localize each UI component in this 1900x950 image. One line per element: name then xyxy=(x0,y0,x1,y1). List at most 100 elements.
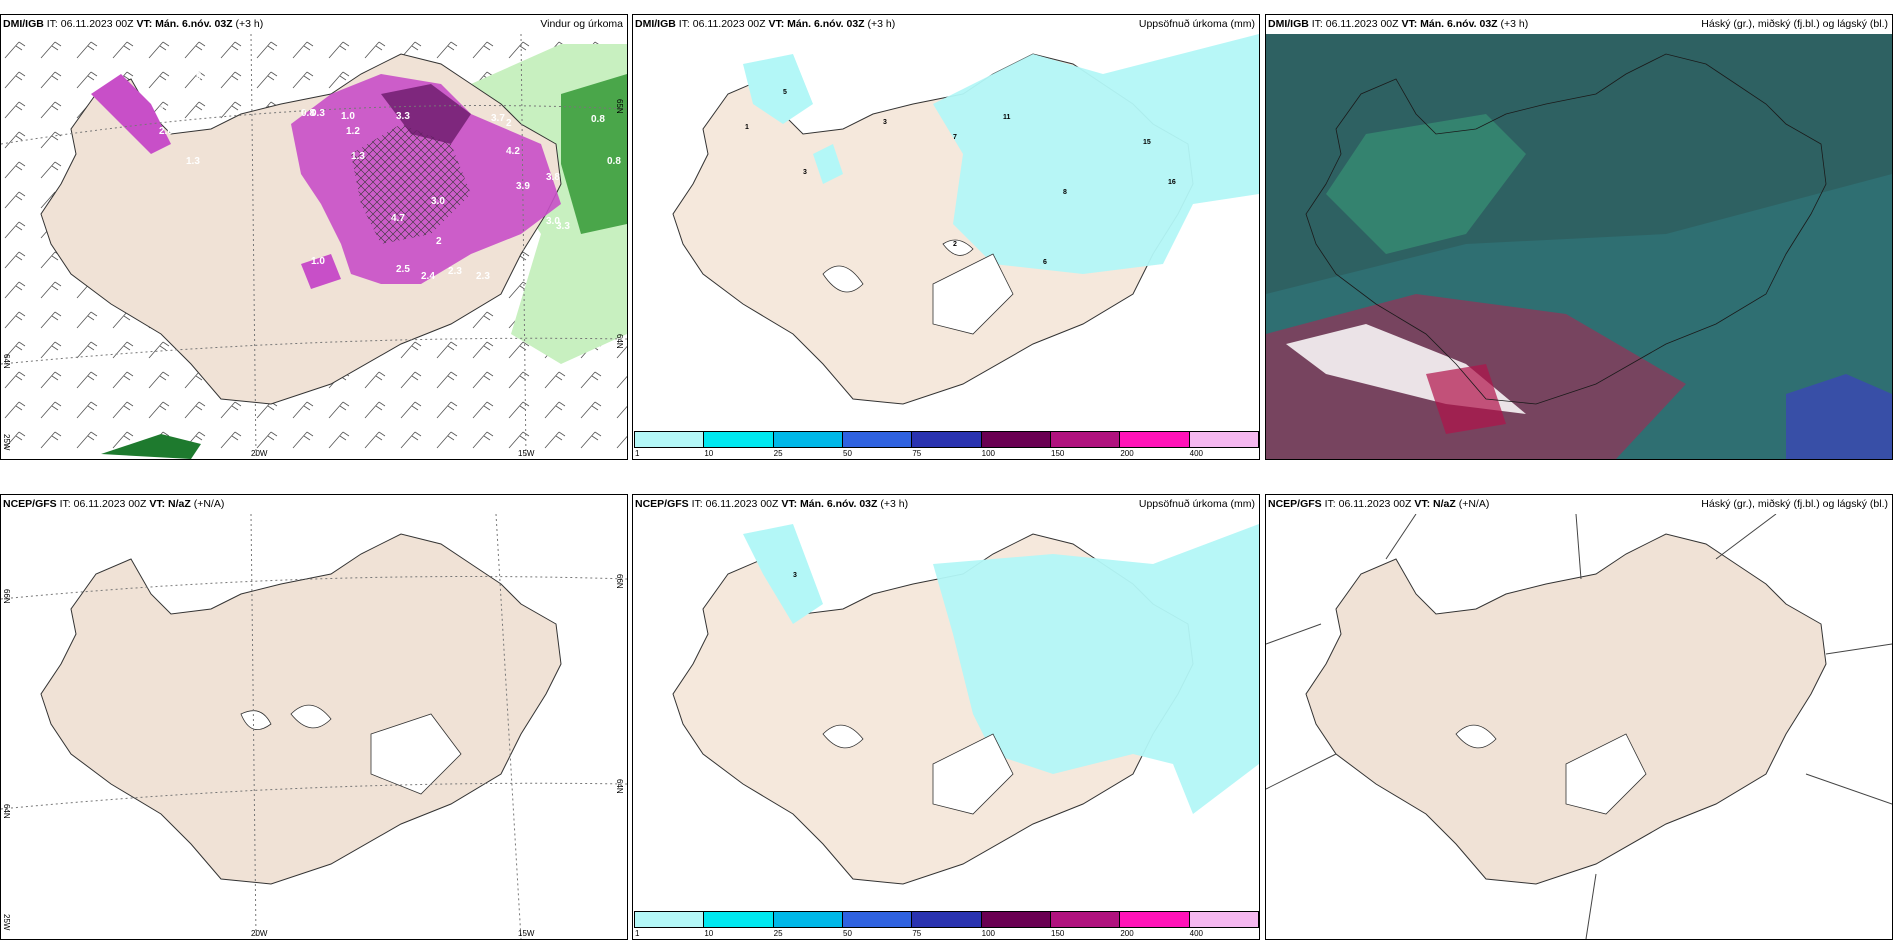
map-area: 3 xyxy=(633,514,1259,939)
lat-label-64: 64N xyxy=(2,804,11,819)
boundary-line xyxy=(1715,514,1777,560)
map-svg xyxy=(1266,514,1892,939)
colorbar-label: 25 xyxy=(773,929,783,938)
heavy-precip-area xyxy=(561,74,627,234)
lead-time: (+3 h) xyxy=(880,498,909,510)
boundary-line xyxy=(1385,514,1417,560)
it-label: IT: xyxy=(691,498,703,510)
lat-label-65-right: 65N xyxy=(615,99,624,114)
colorbar-swatch xyxy=(842,431,913,448)
boundary-line xyxy=(1585,873,1597,939)
valid-time: N/aZ xyxy=(168,498,191,510)
vt-label: VT: xyxy=(768,18,785,30)
panel-header: NCEP/GFS IT: 06.11.2023 00Z VT: N/aZ (+N… xyxy=(1,495,627,514)
colorbar-swatch xyxy=(703,431,774,448)
dark-precip-core xyxy=(381,84,471,144)
accum-value: 3 xyxy=(803,169,807,176)
glacier xyxy=(1455,724,1497,749)
langjokull xyxy=(942,239,974,256)
precip-value: 1.3 xyxy=(351,151,365,162)
colorbar-swatch xyxy=(634,431,705,448)
panel-title: Háský (gr.), miðský (fj.bl.) og lágský (… xyxy=(1701,498,1888,510)
lat-label-66: 66N xyxy=(2,589,11,604)
init-time: 06.11.2023 00Z xyxy=(1338,498,1412,510)
precip-value: 4.7 xyxy=(391,213,405,224)
precip-value: 3.3 xyxy=(396,111,410,122)
precip-value: 2.5 xyxy=(396,264,410,275)
lon-label-15w: 15W xyxy=(518,449,535,458)
accum-value: 16 xyxy=(1168,179,1176,186)
accum-precip-area xyxy=(933,524,1259,814)
valid-time: Mán. 6.nóv. 03Z xyxy=(155,18,233,30)
init-time: 06.11.2023 00Z xyxy=(60,18,134,30)
init-time: 06.11.2023 00Z xyxy=(1325,18,1399,30)
boundary-line xyxy=(1266,753,1337,790)
colorbar-label: 150 xyxy=(1051,929,1065,938)
colorbar-label: 200 xyxy=(1120,449,1134,458)
glacier xyxy=(822,724,864,749)
map-panel-gfs-base: NCEP/GFS IT: 06.11.2023 00Z VT: N/aZ (+N… xyxy=(0,494,628,940)
precip-value: 1.5 xyxy=(159,104,173,115)
colorbar-label: 50 xyxy=(843,449,852,458)
precip-value: 3.0 xyxy=(431,196,445,207)
boundary-line xyxy=(1805,773,1892,805)
model-source: NCEP/GFS xyxy=(3,498,57,510)
precip-value: 0.6 xyxy=(196,71,210,82)
accum-value: 5 xyxy=(783,89,787,96)
it-label: IT: xyxy=(1324,498,1336,510)
colorbar-swatch xyxy=(1050,431,1121,448)
colorbar-swatch xyxy=(980,911,1051,928)
precip-value: 3.3 xyxy=(556,221,570,232)
colorbar-swatch xyxy=(1188,911,1259,928)
boundary-line xyxy=(1825,643,1892,655)
init-time: 06.11.2023 00Z xyxy=(705,498,779,510)
valid-time: N/aZ xyxy=(1433,498,1456,510)
lon-line-15w xyxy=(495,514,522,939)
precip-value: 3.7 xyxy=(491,113,505,124)
glacier xyxy=(822,265,864,293)
precip-value: 2.3 xyxy=(476,271,490,282)
vt-label: VT: xyxy=(136,18,153,30)
lon-line-20w xyxy=(250,34,257,459)
lon-label-20w: 20W xyxy=(251,449,268,458)
lon-label-25w: 25W xyxy=(2,434,11,451)
colorbar-swatch xyxy=(1188,431,1259,448)
map-area: 66N 66N 64N 64N 25W 20W 15W xyxy=(1,514,627,939)
colorbar-swatch xyxy=(772,911,843,928)
vt-label: VT: xyxy=(1401,18,1418,30)
precip-value: 2.4 xyxy=(421,271,435,282)
accum-value: 1 xyxy=(745,124,749,131)
colorbar-label: 400 xyxy=(1189,449,1204,458)
colorbar-swatch xyxy=(842,911,913,928)
lat-label-66-right: 66N xyxy=(615,574,624,589)
precip-value: 1.3 xyxy=(186,156,200,167)
lead-time: (+3 h) xyxy=(1500,18,1529,30)
vatnajokull xyxy=(1565,733,1647,815)
accum-value: 3 xyxy=(883,119,887,126)
lon-label-20w: 20W xyxy=(251,929,268,938)
map-area xyxy=(1266,34,1892,459)
panel-header: NCEP/GFS IT: 06.11.2023 00Z VT: Mán. 6.n… xyxy=(633,495,1259,514)
colorbar-swatch xyxy=(980,431,1051,448)
lon-label-25w: 25W xyxy=(2,914,11,931)
init-time: 06.11.2023 00Z xyxy=(692,18,766,30)
colorbar-swatch xyxy=(772,431,843,448)
boundary-line xyxy=(1575,514,1582,580)
lead-time: (+3 h) xyxy=(867,18,896,30)
precip-value: 1.2 xyxy=(346,126,360,137)
panel-title: Uppsöfnuð úrkoma (mm) xyxy=(1138,18,1255,30)
colorbar-label: 200 xyxy=(1120,929,1134,938)
mid-cloud-area xyxy=(1326,114,1526,254)
vatnajokull xyxy=(370,713,462,795)
vt-label: VT: xyxy=(781,498,798,510)
init-time: 06.11.2023 00Z xyxy=(73,498,147,510)
hatched-area xyxy=(351,124,471,244)
precip-value: 2 xyxy=(506,118,512,129)
map-svg xyxy=(1266,34,1892,459)
panel-title: Háský (gr.), miðský (fj.bl.) og lágský (… xyxy=(1701,18,1888,30)
precip-value: 0.8 xyxy=(301,108,315,119)
it-label: IT: xyxy=(678,18,690,30)
map-panel-clouds-gfs: NCEP/GFS IT: 06.11.2023 00Z VT: N/aZ (+N… xyxy=(1265,494,1893,940)
precip-value: 0.3 xyxy=(311,108,325,119)
lead-time: (+N/A) xyxy=(1458,498,1490,510)
